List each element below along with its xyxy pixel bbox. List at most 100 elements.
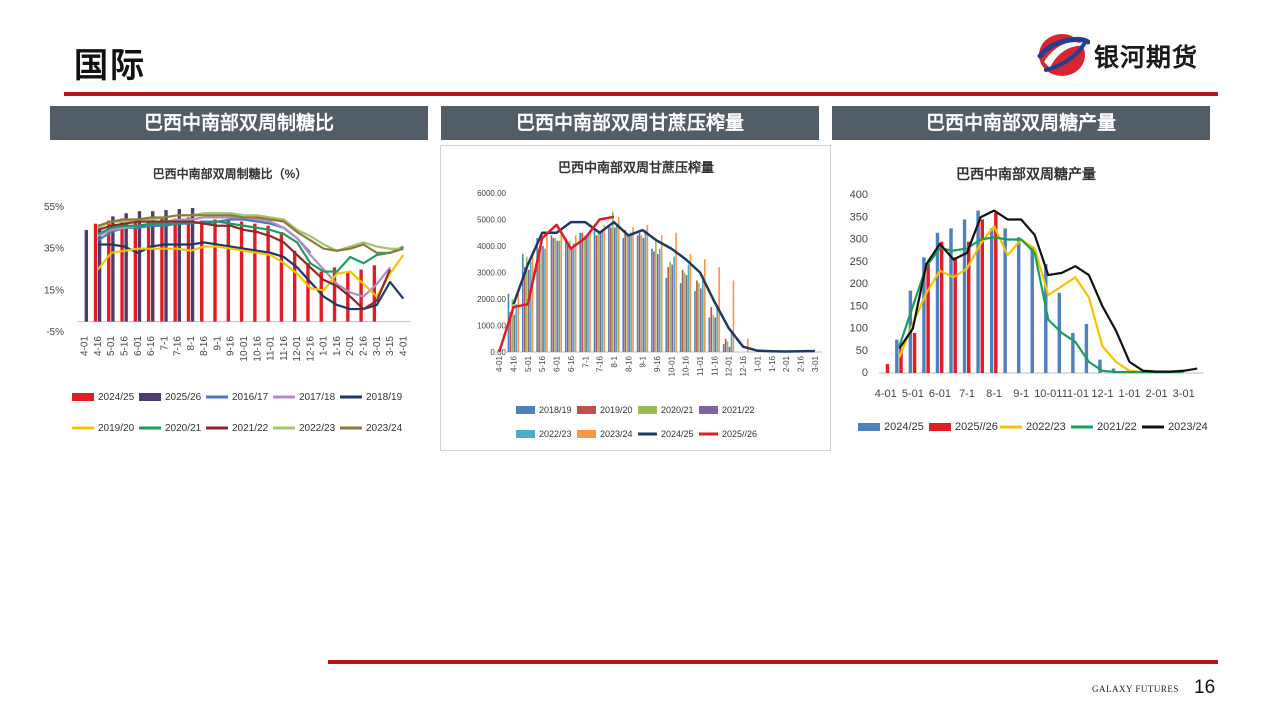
- page-number: 16: [1194, 677, 1216, 698]
- x-tick-label: 7-1: [959, 388, 975, 400]
- y-tick-label: 4000.00: [477, 242, 506, 251]
- x-tick-label: 10-01: [239, 336, 250, 362]
- x-tick-label: 4-01: [80, 336, 91, 356]
- bar-2018/19: [651, 248, 653, 352]
- x-tick-label: 8-16: [624, 355, 633, 372]
- chart-frame: [440, 145, 831, 451]
- bar-2025//26: [953, 257, 957, 373]
- x-tick-label: 4-01: [875, 388, 897, 400]
- bar-2020/21: [655, 240, 657, 352]
- y-tick-label: 1000.00: [477, 322, 506, 331]
- x-tick-label: 3-01: [372, 336, 383, 356]
- bar-2018/19: [550, 235, 553, 352]
- chart-sugar-production: 巴西中南部双周糖产量 400 350 300 250 200 150 100 50 0 4-01 5-…: [850, 166, 1208, 433]
- legend-swatch: [139, 393, 161, 401]
- legend-label: 2019/20: [98, 423, 135, 434]
- x-tick-label: 11-01: [266, 336, 277, 361]
- bar-2019/20: [566, 243, 569, 352]
- x-tick-label: 7-16: [173, 336, 184, 356]
- x-tick-label: 12-16: [739, 355, 748, 376]
- bar-2024/25: [949, 228, 953, 374]
- bar-2018/19: [636, 235, 639, 352]
- line-2024/25: [512, 220, 815, 353]
- bar-2022/23: [615, 224, 618, 352]
- bar-2024/25: [186, 217, 191, 322]
- bar-2024/25: [1071, 332, 1075, 373]
- bar-2023/24: [560, 230, 563, 352]
- bar-2024/25: [213, 219, 217, 322]
- bar-2020/21: [583, 235, 585, 352]
- bar-2024/25: [1003, 228, 1007, 374]
- legend-label: 2022/23: [1026, 421, 1066, 433]
- bar-2018/19: [593, 230, 596, 352]
- legend-swatch: [577, 406, 596, 414]
- bar-2025/26: [84, 229, 89, 322]
- bar-2022/23: [544, 248, 546, 352]
- x-tick-label: 4-16: [510, 355, 519, 372]
- bar-2021/22: [700, 288, 702, 352]
- y-tick-label: 3000.00: [477, 269, 506, 278]
- bar-2019/20: [710, 306, 713, 352]
- legend-swatch: [577, 430, 596, 438]
- bar-2020/21: [554, 238, 557, 352]
- bar-2025//26: [899, 348, 903, 373]
- bar-2021/22: [657, 253, 659, 352]
- legend-swatch: [72, 393, 94, 401]
- bar-2022/23: [601, 230, 604, 352]
- x-tick-label: 10-01: [667, 355, 676, 376]
- bar-2024/25: [160, 218, 164, 322]
- x-tick-label: 11-16: [710, 355, 719, 375]
- bar-2021/22: [527, 269, 530, 352]
- bar-2022/23: [658, 248, 661, 352]
- x-tick-label: 8-16: [199, 336, 210, 356]
- bar-2019/20: [581, 232, 583, 352]
- legend-label: 2019/20: [600, 405, 633, 415]
- legend-label: 2020/21: [661, 405, 694, 415]
- bar-2023/24: [603, 224, 606, 352]
- bar-2019/20: [667, 267, 670, 352]
- x-tick-label: 5-01: [524, 355, 533, 372]
- x-tick-label: 10-16: [252, 336, 263, 362]
- bar-2024/25: [976, 210, 980, 373]
- x-tick-label: 1-01: [1119, 388, 1141, 400]
- legend-label: 2023/24: [1168, 421, 1208, 433]
- x-tick-label: 4-01: [398, 336, 409, 356]
- legend-swatch: [699, 406, 718, 414]
- legend-label: 2020/21: [165, 423, 202, 434]
- legend-label: 2021/22: [1097, 421, 1137, 433]
- bar-2025//26: [926, 263, 930, 373]
- x-tick-label: 2-16: [796, 355, 805, 372]
- y-tick-label: 0: [862, 367, 868, 379]
- company-logo: 银河期货: [1036, 32, 1236, 78]
- x-tick-label: 5-16: [119, 336, 130, 356]
- bar-2019/20: [552, 238, 555, 352]
- y-tick-label: -5%: [46, 327, 64, 338]
- bar-2024/25: [93, 223, 98, 322]
- y-tick-label: 55%: [44, 202, 64, 213]
- bar-2022/23: [673, 256, 675, 352]
- x-tick-label: 4-01: [495, 355, 504, 372]
- legend-label: 2024/25: [884, 421, 924, 433]
- panel-header-cane-crush: 巴西中南部双周甘蔗压榨量: [441, 106, 819, 140]
- bar-2020/21: [669, 261, 671, 352]
- bar-2019/20: [681, 269, 684, 352]
- bar-2018/19: [722, 344, 725, 352]
- bar-2020/21: [640, 235, 643, 352]
- bar-2024/25: [895, 339, 899, 374]
- bar-2021/22: [642, 238, 645, 352]
- bar-2018/19: [521, 253, 524, 352]
- bar-2024/25: [319, 271, 323, 322]
- bar-2020/21: [568, 240, 571, 352]
- bar-2023/24: [574, 235, 577, 352]
- bar-2024/25: [922, 257, 926, 373]
- legend-label: 2025//26: [722, 429, 757, 439]
- x-tick-label: 12-01: [292, 336, 303, 362]
- y-tick-label: 250: [850, 256, 868, 268]
- x-tick-label: 3-01: [811, 355, 820, 372]
- bar-2025//26: [885, 364, 890, 373]
- bar-2022/23: [644, 230, 647, 352]
- x-tick-label: 10-16: [682, 355, 691, 376]
- bar-2018/19: [608, 224, 610, 352]
- bar-2024/25: [1057, 292, 1062, 373]
- line-2022/23: [97, 212, 404, 252]
